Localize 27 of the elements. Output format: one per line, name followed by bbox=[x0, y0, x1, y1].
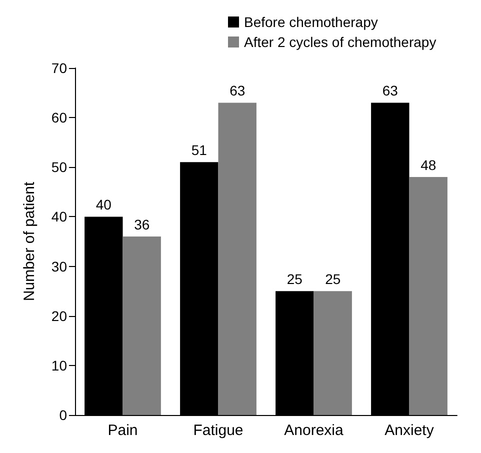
data-label: 36 bbox=[134, 216, 150, 233]
y-tick-label: 60 bbox=[51, 110, 68, 126]
data-label: 25 bbox=[286, 271, 303, 288]
bar bbox=[122, 236, 161, 415]
x-tick-label: Anxiety bbox=[384, 422, 434, 439]
data-label: 40 bbox=[96, 196, 112, 213]
y-tick-label: 10 bbox=[51, 357, 68, 374]
x-tick-label: Anorexia bbox=[284, 422, 344, 439]
y-tick-label: 40 bbox=[51, 208, 68, 225]
y-axis-title: Number of patient bbox=[21, 181, 38, 302]
x-tick-label: Fatigue bbox=[193, 422, 244, 439]
data-label: 51 bbox=[191, 142, 208, 158]
bar bbox=[218, 102, 256, 415]
y-tick-label: 20 bbox=[51, 308, 68, 324]
data-label: 63 bbox=[230, 82, 246, 99]
data-label: 63 bbox=[382, 82, 398, 99]
y-tick-label: 30 bbox=[51, 258, 68, 274]
data-label: 25 bbox=[325, 271, 341, 288]
bar bbox=[314, 291, 352, 415]
y-tick-label: 70 bbox=[51, 60, 68, 76]
bar bbox=[409, 177, 448, 415]
x-tick-label: Pain bbox=[108, 422, 138, 439]
legend-label: After 2 cycles of chemotherapy bbox=[244, 34, 436, 50]
data-label: 48 bbox=[420, 157, 436, 174]
y-tick-label: 0 bbox=[59, 407, 68, 423]
y-tick-label: 50 bbox=[51, 159, 68, 176]
legend-label: Before chemotherapy bbox=[244, 14, 378, 30]
